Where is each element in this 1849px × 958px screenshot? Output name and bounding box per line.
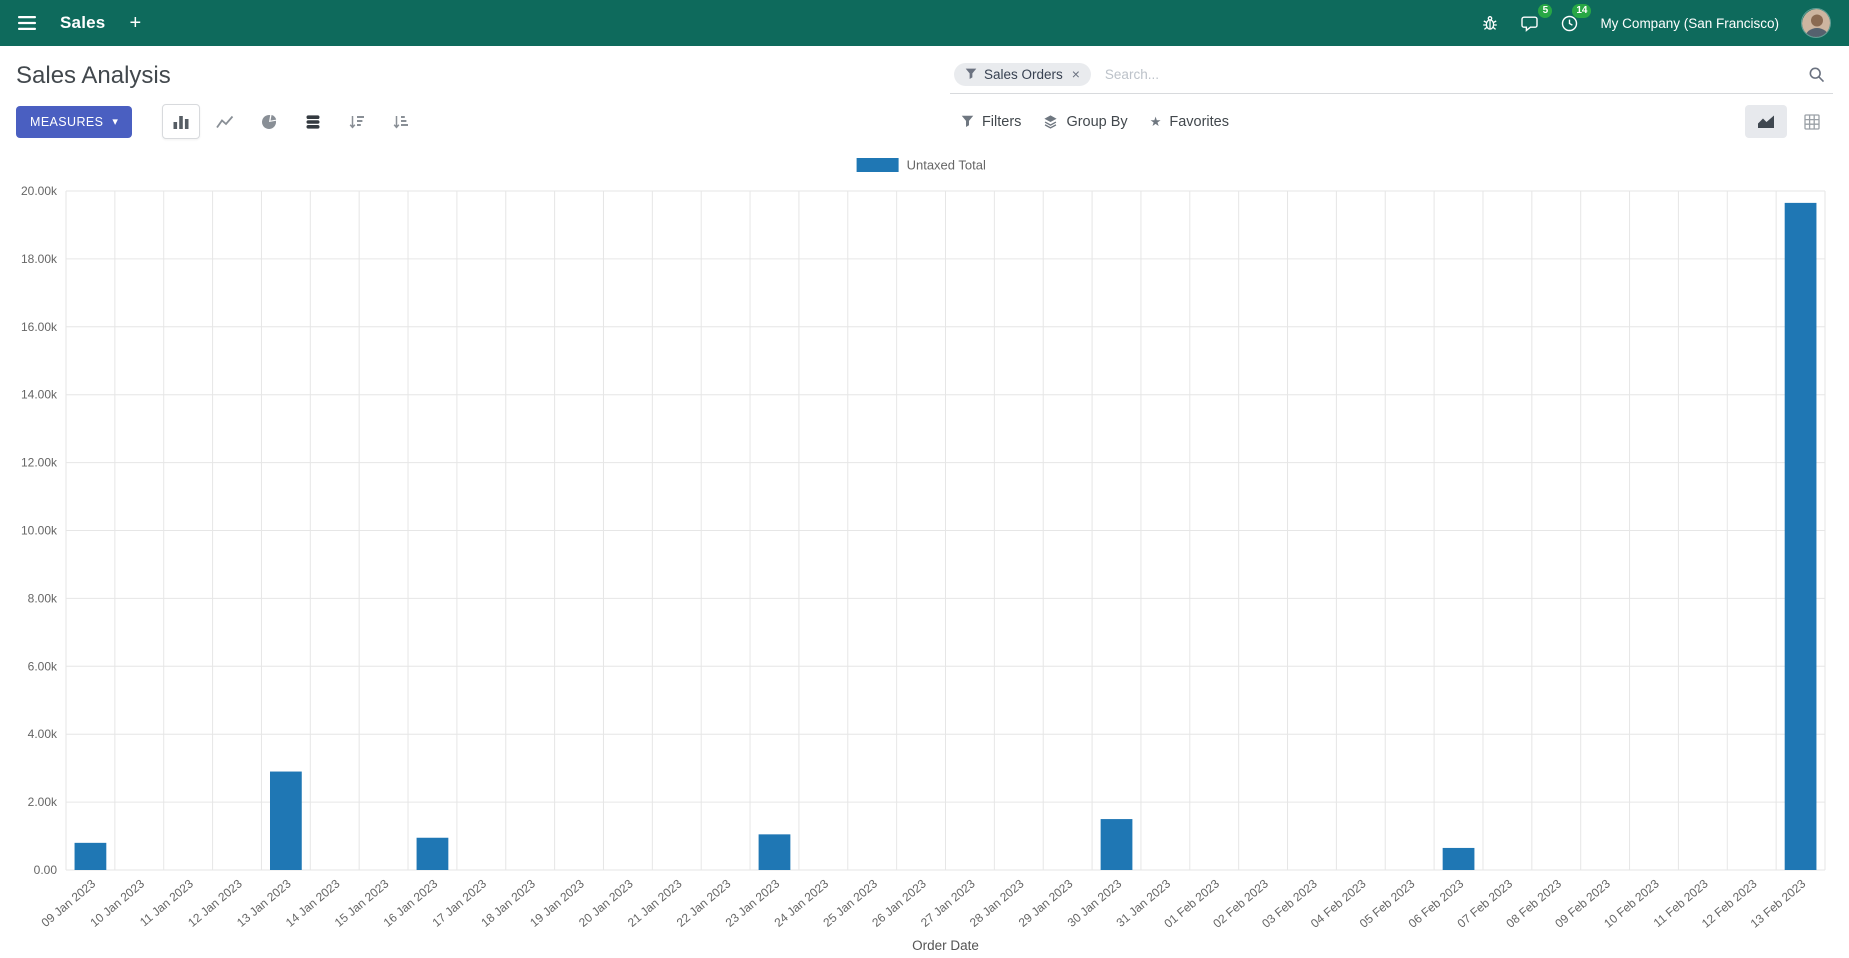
chart-type-buttons [162,104,420,139]
sort-ascending-button[interactable] [382,104,420,139]
user-menu-button[interactable] [1797,4,1835,42]
sort-ascending-icon [393,115,409,129]
group-by-button[interactable]: Group By [1032,107,1138,137]
view-switcher [1745,105,1833,138]
y-tick-label: 10.00k [21,524,58,538]
bar[interactable] [1784,202,1817,870]
filter-icon [965,68,977,80]
x-tick-label: 10 Jan 2023 [87,876,147,929]
chart-canvas: 0.00 2.00k 4.00k 6.00k 8.00k 10.00k 12.00k 14.0… [21,158,1826,953]
y-tick-label: 20.00k [21,184,58,198]
page-title: Sales Analysis [16,62,171,89]
search-facet[interactable]: Sales Orders × [953,62,1091,86]
sort-descending-button[interactable] [338,104,376,139]
legend-label[interactable]: Untaxed Total [907,158,986,173]
navbar-right: 5 14 My Company (San Francisco) [1478,3,1835,42]
sort-descending-icon [349,115,365,129]
messages-badge: 5 [1538,3,1553,18]
bar[interactable] [269,771,302,870]
area-chart-icon [1758,115,1774,128]
toolbar-row: MEASURES ▾ [16,104,1833,139]
bar[interactable] [74,842,107,870]
line-chart-icon [216,115,234,128]
caret-down-icon: ▾ [112,116,119,128]
pie-chart-icon [262,114,277,129]
y-tick-label: 4.00k [28,727,58,741]
y-tick-label: 12.00k [21,456,58,470]
layers-icon [1043,114,1058,129]
y-tick-label: 8.00k [28,591,58,605]
bar[interactable] [1442,847,1475,870]
menu-icon [18,16,36,30]
filter-icon [961,115,974,128]
stacked-toggle-button[interactable] [294,104,332,139]
facet-remove-icon[interactable]: × [1071,66,1080,82]
breadcrumb-row: Sales Analysis Sales Orders × [16,58,1833,94]
bar[interactable] [416,837,449,870]
bar-chart-button[interactable] [162,104,201,139]
activities-badge: 14 [1572,3,1592,18]
legend-swatch[interactable] [856,158,899,172]
favorites-label: Favorites [1169,113,1229,130]
group-by-label: Group By [1066,113,1128,130]
plus-icon: + [129,12,142,34]
filters-button[interactable]: Filters [950,107,1032,137]
facet-label: Sales Orders [983,66,1063,82]
stacked-icon [306,114,320,129]
clock-icon [1562,15,1578,31]
star-icon: ★ [1149,113,1162,129]
navbar-left: Sales + [14,9,145,37]
search-icon [1809,67,1825,82]
search-button[interactable] [1804,64,1829,85]
bar[interactable] [758,834,791,870]
sales-analysis-bar-chart[interactable]: 0.00 2.00k 4.00k 6.00k 8.00k 10.00k 12.00k 14.0… [0,147,1849,958]
favorites-button[interactable]: ★ Favorites [1139,107,1240,137]
pie-chart-button[interactable] [250,104,288,139]
y-tick-label: 18.00k [21,252,58,266]
bug-icon [1483,16,1498,30]
top-navbar: Sales + 5 [0,0,1849,46]
plus-button[interactable]: + [125,12,145,34]
filters-label: Filters [981,113,1022,130]
pivot-grid-icon [1804,113,1820,130]
apps-menu-button[interactable] [14,12,40,34]
graph-view-button[interactable] [1745,105,1787,138]
y-tick-label: 14.00k [21,388,58,402]
search-input[interactable] [1098,62,1796,86]
search-bar: Sales Orders × [949,58,1833,94]
y-tick-label: 16.00k [21,320,58,334]
messages-button[interactable]: 5 [1516,3,1553,36]
company-switcher[interactable]: My Company (San Francisco) [1596,12,1783,35]
bar[interactable] [1100,819,1133,870]
x-axis-title: Order Date [912,938,979,953]
y-tick-label: 2.00k [28,795,58,809]
bug-report-button[interactable] [1478,11,1502,35]
chat-bubble-icon [1521,16,1539,32]
avatar [1801,8,1831,38]
activities-button[interactable]: 14 [1557,3,1592,36]
measures-button[interactable]: MEASURES ▾ [16,105,133,138]
line-chart-button[interactable] [206,104,244,139]
y-tick-label: 0.00 [34,863,58,877]
measures-label: MEASURES [30,114,104,129]
bar-chart-icon [173,115,189,129]
pivot-view-button[interactable] [1791,105,1833,138]
y-tick-label: 6.00k [28,659,58,673]
search-options-row: Filters Group By ★ Favorites [950,105,1833,138]
control-panel: Sales Analysis Sales Orders × [0,46,1849,147]
app-name-menu[interactable]: Sales [56,9,109,37]
chart-toolbar: MEASURES ▾ [16,104,950,139]
